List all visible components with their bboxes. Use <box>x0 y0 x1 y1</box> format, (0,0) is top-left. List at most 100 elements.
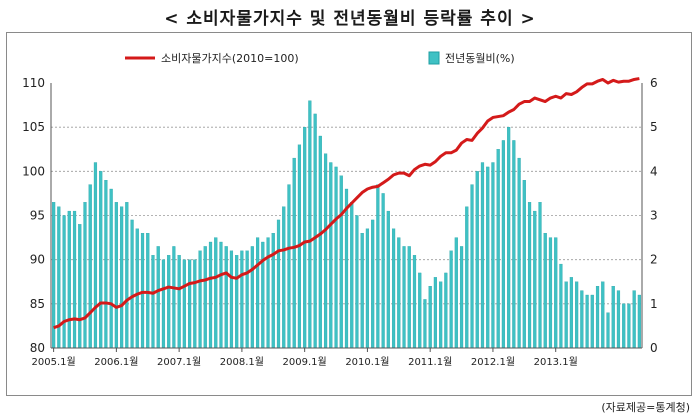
bar <box>548 237 553 349</box>
cpi-line <box>53 77 640 330</box>
bar <box>208 241 213 349</box>
bar <box>62 215 66 349</box>
bar <box>271 233 275 349</box>
bar <box>161 259 166 349</box>
source-note: (자료제공=통계청) <box>601 401 690 414</box>
bar <box>480 162 485 349</box>
x-tick-label: 2009.1월 <box>283 356 327 368</box>
bar <box>140 233 145 349</box>
bar <box>99 171 103 349</box>
bar <box>407 246 411 349</box>
bar <box>329 162 333 349</box>
bar <box>256 237 260 349</box>
bar <box>156 246 160 349</box>
legend-bar-label: 전년동월비(%) <box>445 52 515 65</box>
bar <box>512 140 516 349</box>
bar <box>177 255 181 349</box>
bar <box>371 219 375 349</box>
right-tick-label: 6 <box>650 76 658 90</box>
bar <box>533 210 537 349</box>
bar <box>486 166 490 349</box>
bar <box>67 210 71 349</box>
bar <box>261 241 265 349</box>
bar <box>454 237 458 349</box>
bar <box>569 277 573 349</box>
bar <box>323 153 328 349</box>
bar <box>433 277 437 349</box>
bar <box>585 294 589 349</box>
bar <box>564 281 568 349</box>
bar <box>125 202 129 349</box>
bar <box>470 184 474 349</box>
bar <box>402 246 406 349</box>
right-tick-label: 5 <box>650 120 658 134</box>
bar <box>214 237 218 349</box>
bar <box>376 184 380 349</box>
bar <box>459 246 464 349</box>
left-tick-label: 80 <box>30 341 45 355</box>
bar <box>595 286 600 349</box>
line-series <box>53 77 640 330</box>
left-axis-labels: 80 85 90 95 100 105 110 <box>22 76 45 355</box>
x-tick-label: 2008.1월 <box>220 356 264 368</box>
legend: 소비자물가지수(2010=100) 전년동월비(%) <box>125 51 515 65</box>
legend-bar-swatch <box>428 51 440 65</box>
bar <box>517 157 521 349</box>
bar <box>465 206 469 349</box>
bar <box>83 202 87 349</box>
bar <box>130 219 134 349</box>
x-tick-label: 2007.1월 <box>157 356 201 368</box>
bar <box>496 149 500 349</box>
bar <box>491 162 495 349</box>
bar <box>182 259 186 349</box>
bar <box>616 290 621 349</box>
bar <box>507 127 511 349</box>
bar <box>475 171 479 349</box>
bar <box>240 250 244 349</box>
x-tick-label: 2013.1월 <box>534 356 578 368</box>
right-tick-label: 1 <box>650 297 658 311</box>
chart-frame: 소비자물가지수(2010=100) 전년동월비(%) 80 85 90 95 100 10… <box>6 32 692 396</box>
x-axis-labels: 2005.1월 2006.1월 2007.1월 2008.1월 2009.1월 2010.… <box>32 356 578 368</box>
bar <box>276 219 281 349</box>
bar <box>350 202 354 349</box>
bar <box>224 246 228 349</box>
bar <box>235 255 239 349</box>
chart-svg: 소비자물가지수(2010=100) 전년동월비(%) 8085909510010… <box>22 51 658 368</box>
bar <box>344 188 349 349</box>
right-tick-label: 0 <box>650 341 658 355</box>
bar <box>559 263 563 349</box>
bar <box>360 233 364 349</box>
bar <box>334 166 338 349</box>
bar <box>198 250 202 349</box>
bar <box>397 237 401 349</box>
bar <box>287 184 291 349</box>
bar <box>245 250 249 349</box>
bar <box>412 255 417 349</box>
bar <box>543 233 547 349</box>
bar <box>601 281 605 349</box>
x-tick-label: 2011.1월 <box>408 356 452 368</box>
left-tick-label: 110 <box>22 76 45 90</box>
chart-title: < 소비자물가지수 및 전년동월비 등락률 추이 > <box>164 9 536 29</box>
bar <box>527 202 532 349</box>
bar <box>627 303 631 349</box>
bar <box>439 281 443 349</box>
bar <box>339 175 343 349</box>
bar <box>114 202 118 349</box>
bar <box>386 210 390 349</box>
bar <box>428 286 432 349</box>
bar <box>501 140 505 349</box>
bar <box>120 206 124 349</box>
right-tick-label: 3 <box>650 209 658 223</box>
bar <box>391 228 396 349</box>
left-tick-label: 100 <box>22 164 45 178</box>
bar <box>266 237 270 349</box>
bar <box>575 281 579 349</box>
bar <box>449 250 453 349</box>
bar <box>93 162 98 349</box>
left-tick-label: 105 <box>22 120 45 134</box>
bar <box>313 113 317 349</box>
bar <box>193 259 197 349</box>
right-axis-labels: 0 1 2 3 4 5 6 <box>650 76 658 355</box>
